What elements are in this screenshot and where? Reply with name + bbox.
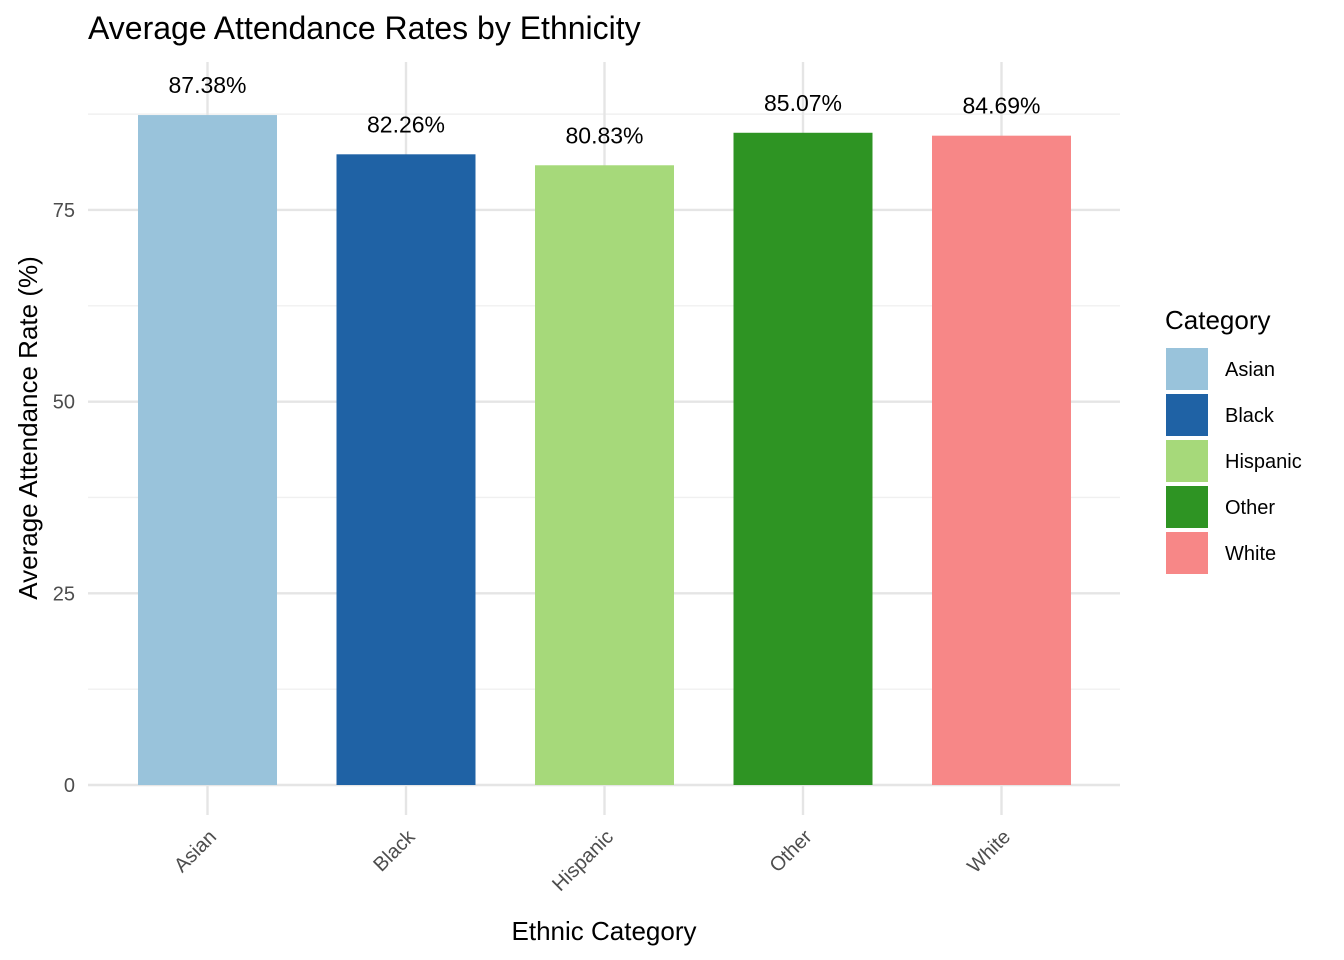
- legend-key-other: [1166, 486, 1208, 528]
- bar-hispanic: [535, 165, 674, 785]
- x-axis-title: Ethnic Category: [512, 916, 697, 946]
- chart-title: Average Attendance Rates by Ethnicity: [88, 10, 641, 46]
- x-tick-label-hispanic: Hispanic: [548, 826, 618, 896]
- data-label-hispanic: 80.83%: [565, 122, 643, 148]
- x-tick-label-asian: Asian: [170, 826, 221, 877]
- x-tick-label-white: White: [963, 826, 1015, 878]
- y-tick-label: 75: [53, 200, 75, 222]
- bar-asian: [138, 115, 277, 785]
- legend-label-white: White: [1225, 543, 1276, 565]
- x-axis-ticks: Asian Black Hispanic Other White: [170, 825, 1015, 896]
- y-axis-title: Average Attendance Rate (%): [13, 256, 43, 600]
- y-axis-ticks: 0 25 50 75: [53, 200, 75, 797]
- data-label-other: 85.07%: [764, 90, 842, 116]
- legend: Category Asian Black Hispanic Other White: [1165, 305, 1302, 574]
- legend-label-hispanic: Hispanic: [1225, 451, 1302, 473]
- legend-key-white: [1166, 532, 1208, 574]
- legend-label-other: Other: [1225, 497, 1275, 519]
- bar-white: [932, 135, 1071, 786]
- legend-key-hispanic: [1166, 440, 1208, 482]
- legend-key-black: [1166, 394, 1208, 436]
- x-tick-label-other: Other: [766, 826, 817, 877]
- bar-black: [336, 154, 476, 786]
- x-tick-label-black: Black: [369, 825, 420, 876]
- y-tick-label: 0: [64, 775, 75, 797]
- data-label-white: 84.69%: [962, 93, 1040, 119]
- y-tick-label: 25: [53, 583, 75, 605]
- y-tick-label: 50: [53, 392, 75, 414]
- data-label-asian: 87.38%: [168, 72, 246, 98]
- data-labels: 87.38% 82.26% 80.83% 85.07% 84.69%: [168, 72, 1040, 148]
- legend-key-asian: [1166, 348, 1208, 390]
- bars: [138, 115, 1071, 786]
- legend-title: Category: [1165, 305, 1271, 335]
- legend-label-black: Black: [1225, 405, 1275, 427]
- bar-other: [733, 132, 873, 785]
- legend-label-asian: Asian: [1225, 359, 1275, 381]
- data-label-black: 82.26%: [367, 111, 445, 137]
